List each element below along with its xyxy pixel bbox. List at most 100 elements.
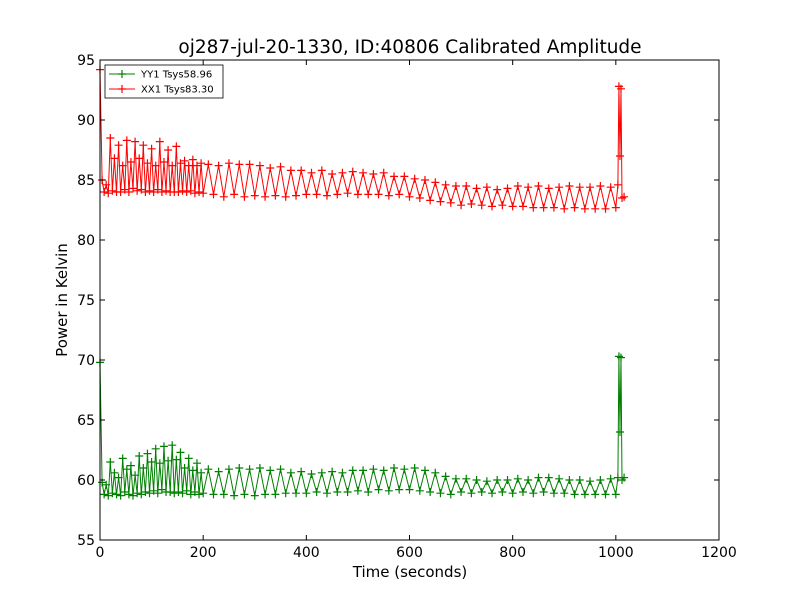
data-point <box>297 467 306 476</box>
data-point <box>420 466 429 475</box>
legend-box <box>104 64 224 99</box>
x-tick-label: 1200 <box>701 545 737 561</box>
data-point <box>261 490 270 499</box>
data-point <box>364 488 373 496</box>
data-point <box>219 490 228 499</box>
data-point <box>126 461 135 470</box>
data-point <box>108 186 117 195</box>
data-point <box>143 449 152 458</box>
data-point <box>534 182 543 190</box>
data-point <box>477 488 486 496</box>
data-point <box>292 489 301 498</box>
data-point <box>384 486 393 495</box>
data-point <box>575 476 584 484</box>
data-point <box>240 490 249 499</box>
legend-marker <box>118 85 126 93</box>
data-point <box>110 468 119 477</box>
data-point <box>620 192 629 201</box>
data-point <box>615 428 624 436</box>
data-point <box>147 144 156 153</box>
data-point <box>451 474 460 483</box>
data-point <box>462 474 471 483</box>
data-point <box>539 203 548 212</box>
data-point <box>613 180 622 189</box>
y-tick-label: 95 <box>77 53 95 69</box>
data-point <box>410 174 419 183</box>
data-point <box>560 489 569 498</box>
data-point <box>209 190 218 199</box>
data-point <box>601 490 610 499</box>
data-point <box>135 452 144 460</box>
data-point <box>570 490 579 499</box>
data-point <box>180 156 189 165</box>
data-point <box>108 489 117 498</box>
data-point <box>379 466 388 475</box>
data-point <box>503 476 512 484</box>
data-point <box>596 476 605 484</box>
data-point <box>153 489 162 498</box>
x-tick-label: 600 <box>396 545 423 561</box>
data-point <box>508 202 517 211</box>
data-point <box>616 84 625 93</box>
data-point <box>122 465 131 474</box>
data-point <box>374 485 383 494</box>
data-point <box>250 191 259 200</box>
data-point <box>106 458 115 466</box>
data-point <box>276 465 285 474</box>
data-point <box>214 161 223 170</box>
data-point <box>606 474 615 483</box>
data-point <box>606 183 615 192</box>
data-point <box>333 488 342 496</box>
data-point <box>498 201 507 210</box>
data-point <box>611 490 620 499</box>
data-point <box>390 464 399 472</box>
data-point <box>124 188 133 196</box>
data-point <box>182 188 191 196</box>
data-point <box>120 488 129 496</box>
data-point <box>192 459 201 468</box>
data-point <box>149 486 158 495</box>
series-0 <box>96 352 629 500</box>
data-point <box>369 465 378 474</box>
data-point <box>591 204 600 213</box>
data-point <box>343 189 352 198</box>
data-point <box>513 474 522 483</box>
data-point <box>338 168 347 177</box>
y-tick-label: 90 <box>77 113 95 129</box>
data-point <box>168 441 177 450</box>
legend-entry-0: YY1 Tsys58.96 <box>109 70 212 81</box>
plot-frame <box>99 59 720 541</box>
data-point <box>174 488 183 496</box>
data-point <box>271 191 280 200</box>
data-point <box>118 454 127 463</box>
data-point <box>565 476 574 484</box>
x-tick-label: 200 <box>190 545 217 561</box>
y-tick-label: 80 <box>77 233 95 249</box>
data-point <box>102 180 111 189</box>
data-point <box>195 188 204 196</box>
data-point <box>131 137 140 146</box>
data-point <box>224 159 233 168</box>
data-point <box>348 466 357 475</box>
data-point <box>166 488 175 496</box>
data-point <box>159 442 168 451</box>
data-point <box>575 183 584 192</box>
data-point <box>390 172 399 181</box>
data-point <box>141 488 150 496</box>
data-point <box>384 191 393 200</box>
y-tick-label: 55 <box>77 533 95 549</box>
data-point <box>133 186 142 195</box>
data-point <box>307 470 316 478</box>
data-point <box>601 204 610 213</box>
data-point <box>145 489 154 498</box>
data-point <box>281 489 290 498</box>
data-point <box>328 467 337 476</box>
data-point <box>139 141 148 150</box>
data-point <box>245 465 254 474</box>
data-point <box>359 466 368 475</box>
data-point <box>405 485 414 494</box>
data-point <box>322 489 331 498</box>
data-point <box>110 154 119 163</box>
series-1 <box>96 65 629 213</box>
